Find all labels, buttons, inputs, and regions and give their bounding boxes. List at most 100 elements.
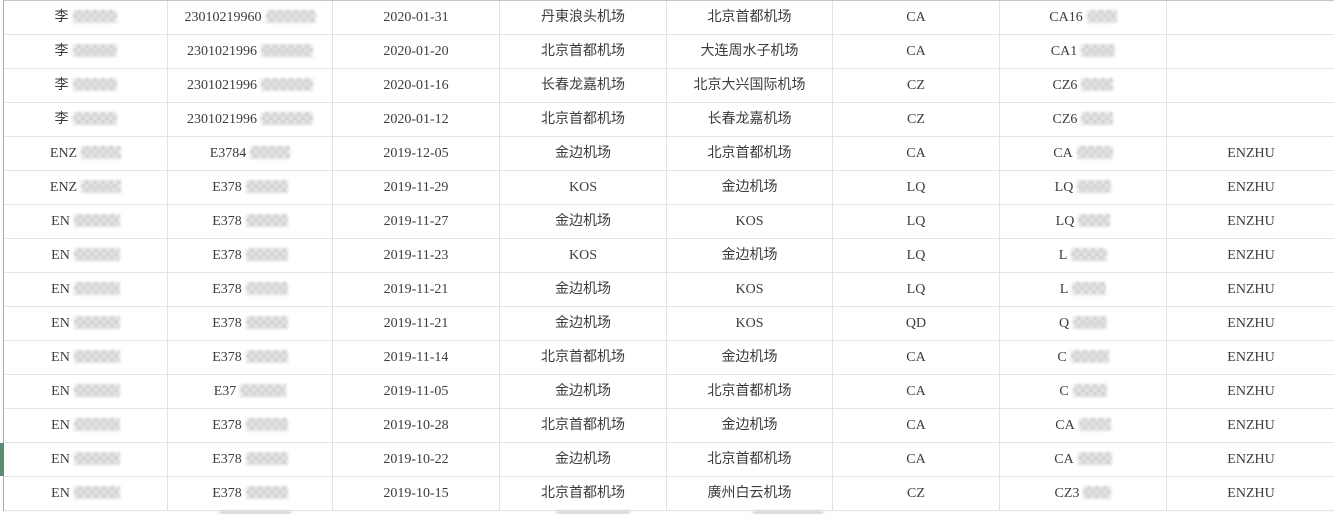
cell-arrival-airport[interactable]: 金边机场	[667, 239, 833, 273]
cell-flight-number[interactable]: CZ3	[1000, 477, 1167, 511]
cell-passenger-name[interactable]: EN	[4, 205, 168, 239]
cell-airline-code[interactable]: CA	[833, 341, 1000, 375]
cell-arrival-airport[interactable]: 长春龙嘉机场	[667, 103, 833, 137]
cell-arrival-airport[interactable]: KOS	[667, 307, 833, 341]
cell-arrival-airport[interactable]: 金边机场	[667, 171, 833, 205]
cell-passenger-tag[interactable]: ENZHU	[1167, 375, 1334, 409]
cell-passenger-tag[interactable]	[1167, 35, 1334, 69]
cell-departure-airport[interactable]: 金边机场	[500, 205, 667, 239]
cell-departure-airport[interactable]: 金边机场	[500, 273, 667, 307]
cell-passenger-tag[interactable]: ENZHU	[1167, 239, 1334, 273]
cell-passenger-name[interactable]: EN	[4, 477, 168, 511]
cell-flight-number[interactable]: L	[1000, 273, 1167, 307]
cell-id-number[interactable]: 2301021996	[168, 35, 333, 69]
cell-airline-code[interactable]: CZ	[833, 477, 1000, 511]
cell-passenger-name[interactable]: EN	[4, 273, 168, 307]
cell-id-number[interactable]: E378	[168, 477, 333, 511]
cell-arrival-airport[interactable]: KOS	[667, 273, 833, 307]
cell-flight-number[interactable]: LQ	[1000, 205, 1167, 239]
cell-passenger-name[interactable]: EN	[4, 409, 168, 443]
cell-airline-code[interactable]: CA	[833, 1, 1000, 35]
cell-departure-airport[interactable]: 金边机场	[500, 375, 667, 409]
cell-id-number[interactable]: 23010219960	[168, 1, 333, 35]
cell-id-number[interactable]: E378	[168, 171, 333, 205]
cell-id-number[interactable]: E378	[168, 443, 333, 477]
cell-passenger-tag[interactable]: ENZHU	[1167, 137, 1334, 171]
cell-id-number[interactable]: E378	[168, 239, 333, 273]
cell-passenger-tag[interactable]: ENZHU	[1167, 409, 1334, 443]
cell-airline-code[interactable]: LQ	[833, 239, 1000, 273]
cell-id-number[interactable]: E378	[168, 307, 333, 341]
cell-passenger-name[interactable]: EN	[4, 307, 168, 341]
cell-departure-airport[interactable]: 丹東浪头机场	[500, 1, 667, 35]
cell-arrival-airport[interactable]: 北京首都机场	[667, 1, 833, 35]
cell-flight-date[interactable]: 2019-10-15	[333, 477, 500, 511]
cell-flight-number[interactable]: L	[1000, 239, 1167, 273]
cell-passenger-name[interactable]: 李	[4, 35, 168, 69]
cell-departure-airport[interactable]: 长春龙嘉机场	[500, 69, 667, 103]
cell-passenger-name[interactable]: EN	[4, 375, 168, 409]
cell-passenger-tag[interactable]	[1167, 69, 1334, 103]
cell-passenger-tag[interactable]	[1167, 1, 1334, 35]
cell-passenger-tag[interactable]: ENZHU	[1167, 205, 1334, 239]
cell-arrival-airport[interactable]: 北京首都机场	[667, 137, 833, 171]
cell-id-number[interactable]: E378	[168, 273, 333, 307]
cell-arrival-airport[interactable]: 北京首都机场	[667, 375, 833, 409]
cell-id-number[interactable]: 2301021996	[168, 69, 333, 103]
cell-id-number[interactable]: E3784	[168, 137, 333, 171]
cell-arrival-airport[interactable]: 金边机场	[667, 341, 833, 375]
cell-flight-number[interactable]: CA	[1000, 409, 1167, 443]
cell-passenger-name[interactable]: 李	[4, 103, 168, 137]
cell-arrival-airport[interactable]: 北京首都机场	[667, 443, 833, 477]
cell-airline-code[interactable]: CA	[833, 375, 1000, 409]
cell-flight-number[interactable]: CA1	[1000, 35, 1167, 69]
cell-passenger-tag[interactable]: ENZHU	[1167, 171, 1334, 205]
cell-passenger-tag[interactable]: ENZHU	[1167, 443, 1334, 477]
cell-flight-date[interactable]: 2019-12-05	[333, 137, 500, 171]
cell-flight-date[interactable]: 2019-11-14	[333, 341, 500, 375]
cell-flight-number[interactable]: C	[1000, 341, 1167, 375]
cell-airline-code[interactable]: LQ	[833, 171, 1000, 205]
cell-departure-airport[interactable]: 金边机场	[500, 137, 667, 171]
cell-flight-date[interactable]: 2019-11-29	[333, 171, 500, 205]
cell-flight-date[interactable]: 2020-01-12	[333, 103, 500, 137]
cell-departure-airport[interactable]: 北京首都机场	[500, 35, 667, 69]
cell-departure-airport[interactable]: 金边机场	[500, 307, 667, 341]
cell-flight-date[interactable]: 2019-11-21	[333, 307, 500, 341]
cell-departure-airport[interactable]: 北京首都机场	[500, 477, 667, 511]
cell-airline-code[interactable]: CA	[833, 137, 1000, 171]
cell-passenger-tag[interactable]: ENZHU	[1167, 477, 1334, 511]
cell-arrival-airport[interactable]: 廣州白云机场	[667, 477, 833, 511]
cell-flight-date[interactable]: 2020-01-31	[333, 1, 500, 35]
cell-passenger-tag[interactable]: ENZHU	[1167, 341, 1334, 375]
cell-passenger-name[interactable]: EN	[4, 239, 168, 273]
cell-flight-date[interactable]: 2019-11-27	[333, 205, 500, 239]
cell-id-number[interactable]: 2301021996	[168, 103, 333, 137]
cell-arrival-airport[interactable]: KOS	[667, 205, 833, 239]
cell-departure-airport[interactable]: KOS	[500, 239, 667, 273]
cell-id-number[interactable]: E378	[168, 341, 333, 375]
cell-passenger-tag[interactable]: ENZHU	[1167, 307, 1334, 341]
cell-passenger-name[interactable]: 李	[4, 69, 168, 103]
cell-passenger-tag[interactable]	[1167, 103, 1334, 137]
cell-flight-number[interactable]: CZ6	[1000, 69, 1167, 103]
cell-flight-number[interactable]: CA16	[1000, 1, 1167, 35]
cell-flight-number[interactable]: LQ	[1000, 171, 1167, 205]
cell-flight-number[interactable]: Q	[1000, 307, 1167, 341]
cell-airline-code[interactable]: CA	[833, 35, 1000, 69]
cell-passenger-name[interactable]: EN	[4, 443, 168, 477]
cell-airline-code[interactable]: CZ	[833, 69, 1000, 103]
cell-flight-date[interactable]: 2019-11-23	[333, 239, 500, 273]
cell-airline-code[interactable]: CZ	[833, 103, 1000, 137]
cell-flight-date[interactable]: 2020-01-16	[333, 69, 500, 103]
cell-flight-number[interactable]: C	[1000, 375, 1167, 409]
cell-id-number[interactable]: E378	[168, 409, 333, 443]
cell-id-number[interactable]: E378	[168, 205, 333, 239]
cell-airline-code[interactable]: CA	[833, 409, 1000, 443]
cell-airline-code[interactable]: LQ	[833, 273, 1000, 307]
cell-passenger-tag[interactable]: ENZHU	[1167, 273, 1334, 307]
cell-departure-airport[interactable]: KOS	[500, 171, 667, 205]
cell-flight-number[interactable]: CZ6	[1000, 103, 1167, 137]
cell-flight-date[interactable]: 2019-11-21	[333, 273, 500, 307]
cell-flight-date[interactable]: 2020-01-20	[333, 35, 500, 69]
